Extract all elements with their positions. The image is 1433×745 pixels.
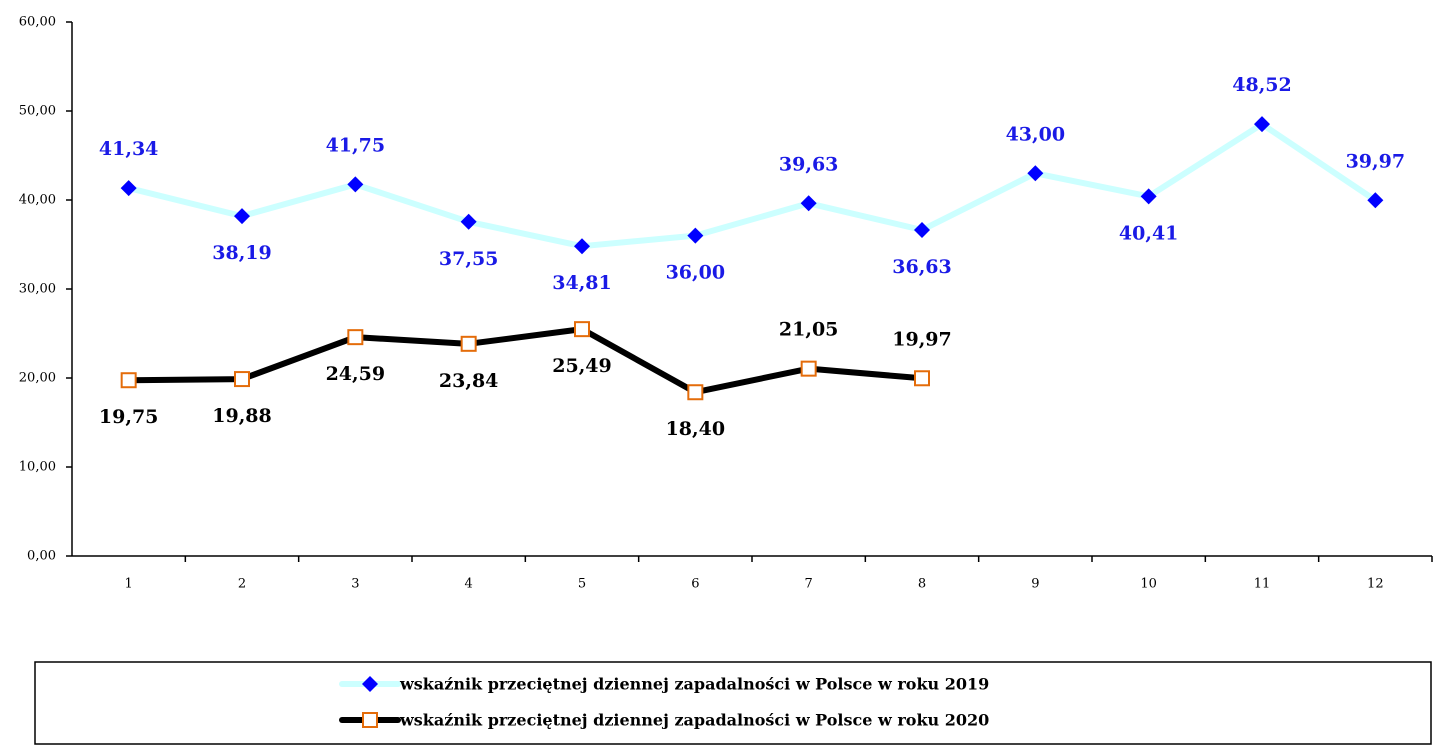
data-point <box>234 371 250 388</box>
value-label: 41,75 <box>326 134 386 156</box>
y-tick-label: 10,00 <box>19 460 56 475</box>
value-label: 24,59 <box>326 363 386 385</box>
x-tick-label: 1 <box>125 577 133 592</box>
value-label: 39,63 <box>779 153 839 175</box>
value-label: 36,63 <box>892 256 952 278</box>
data-point <box>800 360 817 377</box>
value-label: 40,41 <box>1119 222 1179 244</box>
value-label: 23,84 <box>439 370 499 392</box>
value-label: 19,88 <box>212 405 272 427</box>
data-point <box>1367 192 1384 209</box>
value-label: 41,34 <box>99 138 159 160</box>
x-tick-label: 2 <box>238 577 246 592</box>
data-point <box>1140 188 1157 205</box>
x-tick-label: 10 <box>1140 577 1157 592</box>
x-tick-label: 6 <box>691 577 699 592</box>
x-tick-label: 12 <box>1367 577 1384 592</box>
value-label: 39,97 <box>1346 150 1406 172</box>
x-tick-label: 3 <box>351 577 359 592</box>
y-tick-label: 0,00 <box>27 549 56 564</box>
x-tick-label: 9 <box>1031 577 1039 592</box>
data-point <box>574 238 590 255</box>
legend-label: wskaźnik przeciętnej dziennej zapadalnoś… <box>399 675 989 694</box>
x-tick-label: 11 <box>1254 577 1271 592</box>
data-point <box>1027 165 1044 182</box>
data-point <box>914 370 930 387</box>
data-point <box>234 208 250 225</box>
data-point <box>800 195 817 212</box>
value-label: 34,81 <box>552 272 612 294</box>
y-tick-label: 60,00 <box>19 15 56 30</box>
y-tick-label: 20,00 <box>19 371 56 386</box>
y-tick-label: 30,00 <box>19 282 56 297</box>
value-label: 36,00 <box>666 262 726 284</box>
y-tick-label: 50,00 <box>19 104 56 119</box>
data-point <box>687 384 704 401</box>
y-tick-label: 40,00 <box>19 193 56 208</box>
legend-label: wskaźnik przeciętnej dziennej zapadalnoś… <box>399 711 989 730</box>
value-label: 48,52 <box>1232 74 1292 96</box>
value-label: 37,55 <box>439 248 499 270</box>
legend-marker <box>362 712 378 728</box>
data-point <box>460 335 477 352</box>
x-tick-label: 5 <box>578 577 586 592</box>
value-label: 25,49 <box>552 355 612 377</box>
value-label: 43,00 <box>1006 123 1066 145</box>
x-tick-label: 8 <box>918 577 926 592</box>
series-line <box>128 326 923 396</box>
value-label: 21,05 <box>779 319 839 341</box>
value-label: 19,75 <box>99 406 159 428</box>
value-label: 18,40 <box>666 418 726 440</box>
data-point <box>460 213 477 230</box>
legend-box <box>34 661 1432 745</box>
data-point <box>120 180 137 197</box>
data-point <box>574 321 590 338</box>
data-point <box>687 227 704 244</box>
series-line <box>127 121 1378 250</box>
data-point <box>120 372 137 389</box>
value-label: 38,19 <box>212 242 272 264</box>
data-point <box>347 176 364 193</box>
legend-marker <box>362 676 378 692</box>
x-tick-label: 7 <box>805 577 813 592</box>
data-point <box>914 221 930 238</box>
x-tick-label: 4 <box>465 577 473 592</box>
data-point <box>1254 116 1270 133</box>
value-label: 19,97 <box>892 328 952 350</box>
data-point <box>347 329 364 346</box>
